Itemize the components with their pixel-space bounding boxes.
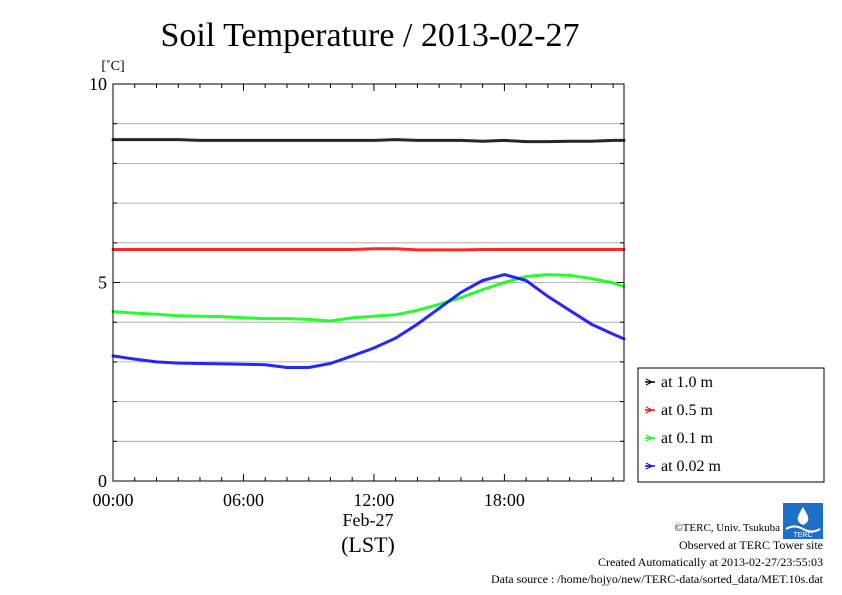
series-line <box>111 138 626 144</box>
legend-marker <box>645 406 654 414</box>
series-line <box>111 273 626 369</box>
x-timezone-label: (LST) <box>341 532 395 557</box>
legend-label: at 1.0 m <box>661 374 714 391</box>
legend-box <box>637 367 825 483</box>
y-tick-label: 0 <box>98 471 107 491</box>
legend-label: at 0.5 m <box>661 402 714 419</box>
grid-lines <box>113 123 624 442</box>
terc-logo: TERC <box>783 503 823 539</box>
y-tick-label: 5 <box>98 273 107 293</box>
legend-marker <box>645 434 654 442</box>
footer-created: Created Automatically at 2013-02-27/23:5… <box>598 555 823 569</box>
legend-marker <box>645 378 654 386</box>
x-tick-label: 06:00 <box>223 490 264 510</box>
legend-label: at 0.02 m <box>661 458 722 475</box>
y-unit-label: [˚C] <box>101 59 124 74</box>
footer-source: Data source : /home/hojyo/new/TERC-data/… <box>491 572 824 586</box>
logo-wave-icon <box>785 525 821 533</box>
x-date-label: Feb-27 <box>343 510 394 530</box>
chart-title: Soil Temperature / 2013-02-27 <box>160 17 579 54</box>
logo-text: TERC <box>793 532 812 539</box>
x-axis: 00:00 06:00 12:00 18:00 <box>92 84 614 510</box>
y-tick-label: 10 <box>89 74 107 94</box>
x-tick-label: 12:00 <box>353 490 394 510</box>
series-line <box>111 247 626 252</box>
legend-marker <box>645 462 654 470</box>
series-line <box>111 273 626 323</box>
x-tick-label: 00:00 <box>92 490 133 510</box>
logo-drop-icon <box>797 507 809 525</box>
legend: at 1.0 m at 0.5 m at 0.1 m at 0.02 m <box>637 367 825 483</box>
legend-label: at 0.1 m <box>661 430 714 447</box>
x-tick-label: 18:00 <box>484 490 525 510</box>
footer-observed: Observed at TERC Tower site <box>679 538 823 552</box>
footer-copyright: ©TERC, Univ. Tsukuba <box>674 522 780 534</box>
y-axis: 0 5 10 <box>89 74 624 491</box>
series-lines <box>111 138 626 369</box>
